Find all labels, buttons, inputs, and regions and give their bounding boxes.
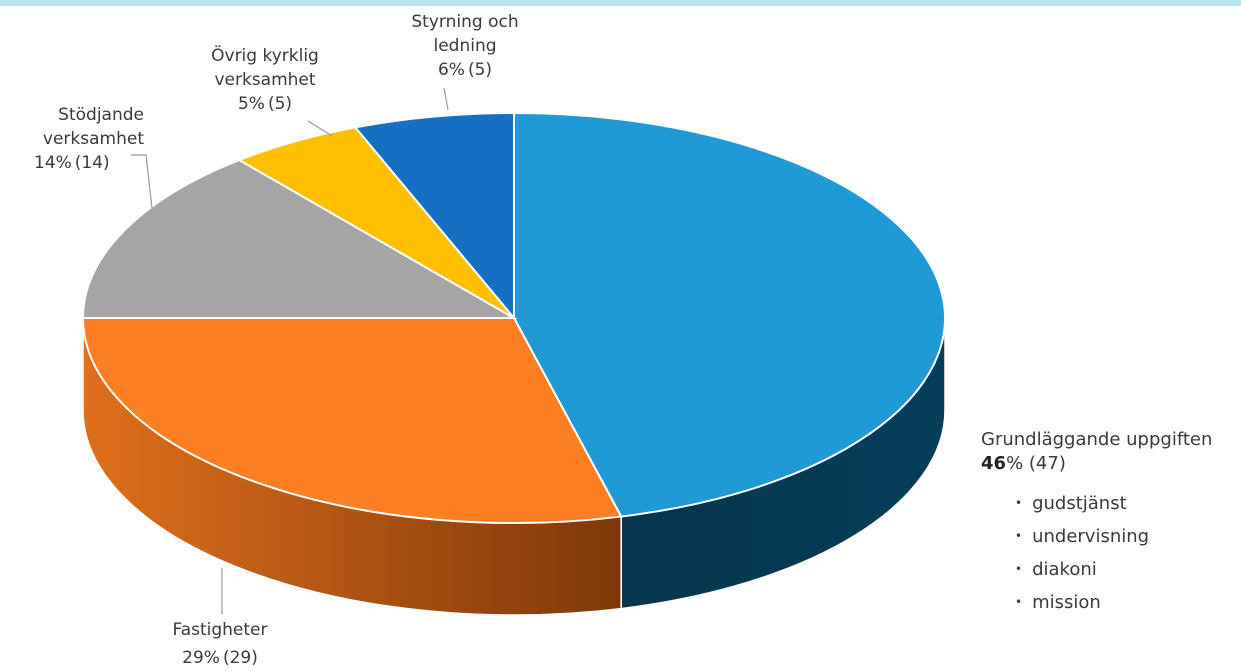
- count-styrning: (5): [468, 60, 492, 80]
- slice-value-fastigheter: 29% (29): [135, 646, 305, 670]
- percent-ovrig: 5%: [238, 94, 265, 114]
- count-grundlaggande: (47): [1029, 453, 1066, 474]
- leader-styrning: [444, 88, 448, 110]
- count-stodjande: (14): [75, 153, 110, 173]
- list-item: mission: [1015, 587, 1212, 620]
- slice-value-grundlaggande: 46% (47): [981, 452, 1212, 476]
- percent-sign-grundlaggande: %: [1006, 453, 1023, 474]
- slice-label-stodjande-line1: Stödjande: [0, 103, 144, 127]
- slice-label-styrning-line1: Styrning och: [385, 10, 545, 34]
- percent-stodjande: 14%: [34, 153, 72, 173]
- count-fastigheter: (29): [223, 648, 258, 668]
- slice-label-grundlaggande: Grundläggande uppgiften 46% (47) gudstjä…: [981, 428, 1212, 620]
- percent-fastigheter: 29%: [182, 648, 220, 668]
- slice-label-ovrig-line1: Övrig kyrklig: [180, 44, 350, 68]
- percent-styrning: 6%: [438, 60, 465, 80]
- slice-label-stodjande: Stödjande verksamhet 14% (14): [0, 103, 144, 175]
- slice-label-grundlaggande-title: Grundläggande uppgiften: [981, 428, 1212, 452]
- slice-label-fastigheter: Fastigheter 29% (29): [135, 618, 305, 670]
- slice-value-ovrig: 5% (5): [180, 92, 350, 116]
- slice-value-stodjande: 14% (14): [0, 151, 144, 175]
- count-ovrig: (5): [268, 94, 292, 114]
- list-item: undervisning: [1015, 521, 1212, 554]
- slice-label-styrning-line2: ledning: [385, 34, 545, 58]
- slice-label-fastigheter-line1: Fastigheter: [135, 618, 305, 642]
- list-item: diakoni: [1015, 554, 1212, 587]
- slice-label-ovrig-line2: verksamhet: [180, 68, 350, 92]
- list-item: gudstjänst: [1015, 488, 1212, 521]
- slice-value-styrning: 6% (5): [385, 58, 545, 82]
- percent-grundlaggande: 46: [981, 453, 1006, 474]
- slice-label-ovrig: Övrig kyrklig verksamhet 5% (5): [180, 44, 350, 116]
- leader-ovrig: [308, 121, 332, 136]
- slice-label-stodjande-line2: verksamhet: [0, 127, 144, 151]
- grundlaggande-item-list: gudstjänst undervisning diakoni mission: [1015, 488, 1212, 620]
- slice-label-styrning: Styrning och ledning 6% (5): [385, 10, 545, 82]
